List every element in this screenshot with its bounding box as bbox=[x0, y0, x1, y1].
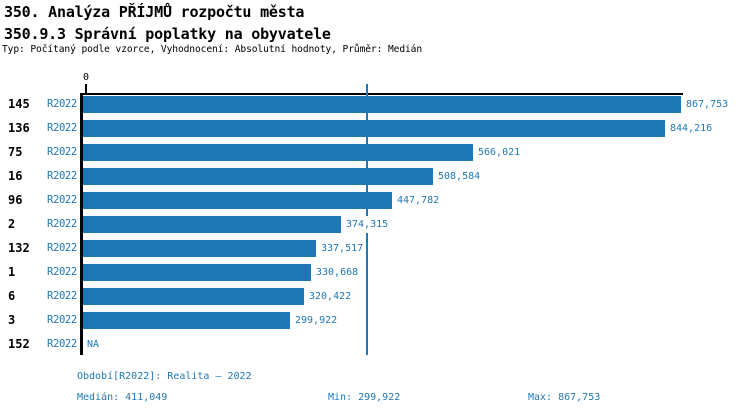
bar bbox=[83, 288, 304, 305]
row-category-label: 2 bbox=[8, 217, 16, 231]
bar bbox=[83, 264, 311, 281]
row-category-label: 132 bbox=[8, 241, 30, 255]
row-series-label: R2022 bbox=[47, 146, 77, 158]
bar-value-label: NA bbox=[86, 336, 101, 353]
footer-period: Období[R2022]: Realita – 2022 bbox=[77, 371, 252, 382]
bar-value-label: 508,584 bbox=[437, 168, 482, 185]
bar bbox=[83, 168, 433, 185]
row-category-label: 136 bbox=[8, 121, 30, 135]
bar-value-label: 374,315 bbox=[345, 216, 390, 233]
chart-subtitle: Typ: Počítaný podle vzorce, Vyhodnocení:… bbox=[2, 44, 423, 55]
row-category-label: 152 bbox=[8, 337, 30, 351]
row-series-label: R2022 bbox=[47, 266, 77, 278]
footer-median: Medián: 411,049 bbox=[77, 392, 168, 403]
page-title-line2: 350.9.3 Správní poplatky na obyvatele bbox=[4, 25, 331, 43]
bar bbox=[83, 312, 290, 329]
row-category-label: 3 bbox=[8, 313, 16, 327]
bar-value-label: 299,922 bbox=[294, 312, 339, 329]
row-series-label: R2022 bbox=[47, 194, 77, 206]
bar-value-label: 337,517 bbox=[320, 240, 365, 257]
bar bbox=[83, 120, 665, 137]
bar bbox=[83, 144, 473, 161]
row-series-label: R2022 bbox=[47, 122, 77, 134]
row-category-label: 145 bbox=[8, 97, 30, 111]
row-category-label: 6 bbox=[8, 289, 16, 303]
x-axis-line bbox=[80, 93, 683, 95]
bar-value-label: 844,216 bbox=[669, 120, 714, 137]
bar-value-label: 867,753 bbox=[685, 96, 730, 113]
bar bbox=[83, 96, 681, 113]
row-series-label: R2022 bbox=[47, 314, 77, 326]
page-title-line1: 350. Analýza PŘÍJMŮ rozpočtu města bbox=[4, 3, 305, 21]
bar bbox=[83, 240, 316, 257]
y-axis-line bbox=[80, 93, 83, 355]
row-series-label: R2022 bbox=[47, 290, 77, 302]
bar bbox=[83, 216, 341, 233]
footer-max: Max: 867,753 bbox=[528, 392, 601, 403]
row-series-label: R2022 bbox=[47, 338, 77, 350]
row-series-label: R2022 bbox=[47, 170, 77, 182]
row-series-label: R2022 bbox=[47, 218, 77, 230]
bar-value-label: 320,422 bbox=[308, 288, 353, 305]
x-axis-zero-tick bbox=[85, 84, 87, 93]
bar bbox=[83, 192, 392, 209]
row-series-label: R2022 bbox=[47, 98, 77, 110]
bar-value-label: 330,668 bbox=[315, 264, 360, 281]
bar-value-label: 566,021 bbox=[477, 144, 522, 161]
row-category-label: 16 bbox=[8, 169, 23, 183]
x-axis-zero-label: 0 bbox=[82, 72, 90, 83]
row-category-label: 96 bbox=[8, 193, 23, 207]
row-series-label: R2022 bbox=[47, 242, 77, 254]
bar-value-label: 447,782 bbox=[396, 192, 441, 209]
row-category-label: 75 bbox=[8, 145, 23, 159]
row-category-label: 1 bbox=[8, 265, 16, 279]
footer-min: Min: 299,922 bbox=[328, 392, 401, 403]
